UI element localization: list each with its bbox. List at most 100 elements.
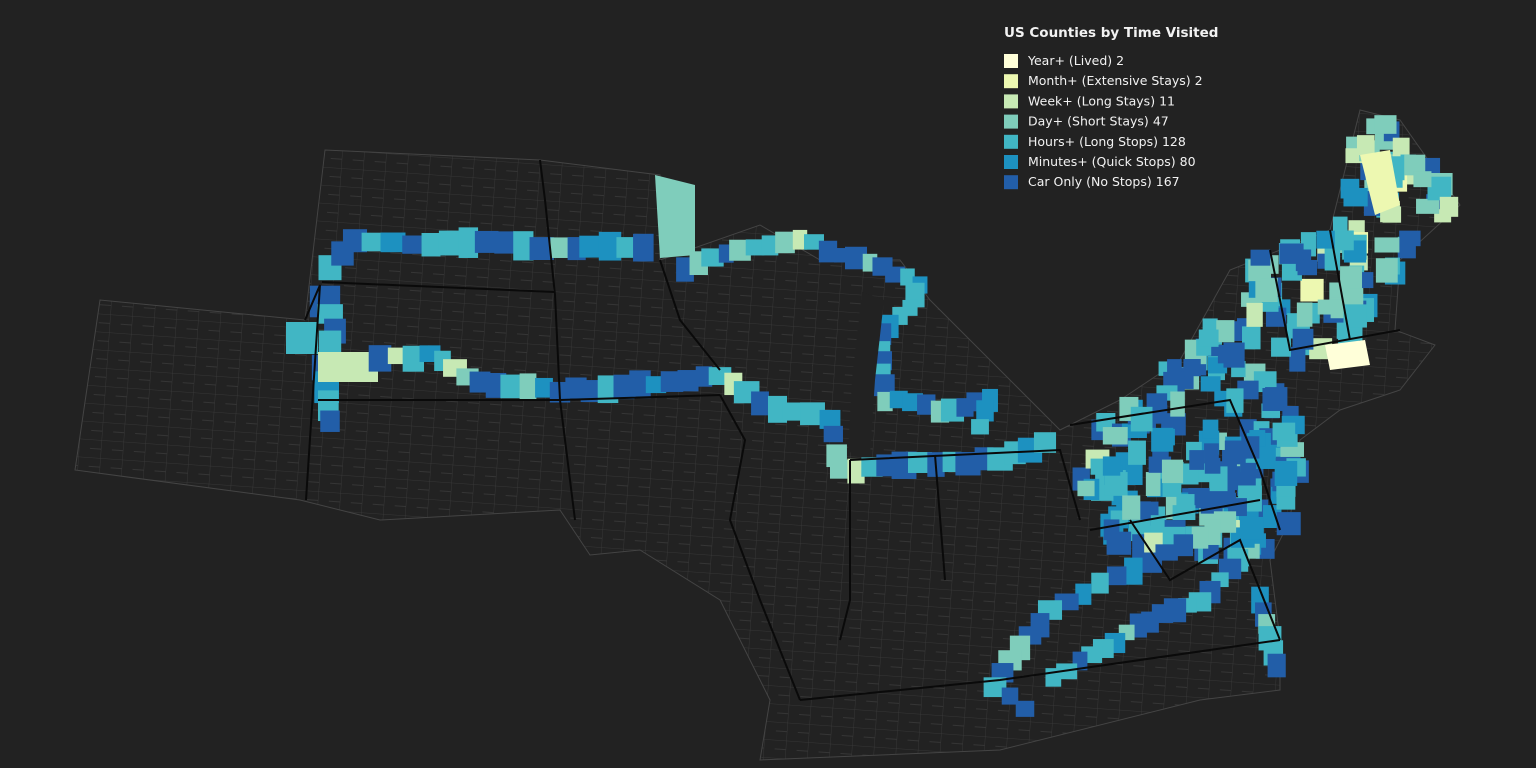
- county: [613, 374, 635, 400]
- legend-count: 47: [1153, 113, 1169, 128]
- county: [597, 375, 619, 404]
- county: [500, 374, 524, 399]
- county: [1325, 340, 1370, 370]
- county: [1343, 187, 1368, 207]
- county: [387, 347, 406, 365]
- county: [1216, 320, 1235, 343]
- county: [519, 373, 537, 400]
- legend-swatch: [1004, 175, 1018, 190]
- county: [580, 380, 604, 403]
- county: [494, 231, 516, 254]
- county: [1267, 653, 1286, 678]
- county: [1392, 137, 1410, 159]
- legend-swatch: [1004, 74, 1018, 89]
- county: [1240, 463, 1256, 489]
- legend-swatch: [1004, 94, 1018, 109]
- county: [829, 460, 851, 479]
- county: [1340, 266, 1363, 289]
- legend-swatch: [1004, 134, 1018, 149]
- county: [873, 374, 895, 397]
- county: [818, 240, 838, 263]
- county: [1239, 516, 1264, 540]
- county: [1356, 135, 1375, 156]
- county: [1224, 440, 1246, 465]
- county: [800, 402, 825, 426]
- county: [701, 248, 724, 267]
- county: [1145, 472, 1161, 497]
- county: [1102, 456, 1121, 476]
- county: [550, 237, 570, 258]
- county: [751, 391, 769, 416]
- legend-label: Car Only (No Stops) 167: [1028, 174, 1180, 189]
- legend-label: Minutes+ (Quick Stops) 80: [1028, 154, 1196, 169]
- county: [745, 239, 765, 256]
- county: [1204, 519, 1221, 545]
- county: [1151, 427, 1174, 452]
- county: [1161, 459, 1184, 484]
- county: [1125, 459, 1143, 486]
- county: [1279, 243, 1304, 264]
- county: [318, 352, 378, 382]
- county: [1162, 480, 1182, 497]
- legend-label: Month+ (Extensive Stays) 2: [1028, 73, 1203, 88]
- county: [1001, 687, 1019, 705]
- county: [361, 232, 387, 252]
- county: [535, 377, 553, 398]
- county: [1226, 388, 1244, 413]
- county: [1374, 115, 1397, 134]
- county: [1246, 302, 1263, 327]
- county: [1439, 196, 1459, 217]
- county: [1265, 307, 1287, 327]
- county: [1300, 278, 1324, 302]
- county: [1272, 422, 1296, 441]
- county: [1104, 472, 1128, 496]
- county: [1204, 457, 1221, 474]
- county: [1296, 302, 1313, 327]
- county: [1242, 326, 1261, 350]
- lake-michigan: [848, 292, 884, 455]
- county: [1360, 150, 1400, 215]
- county: [885, 266, 905, 283]
- county: [1091, 572, 1109, 594]
- county: [1416, 198, 1440, 214]
- county: [1124, 557, 1143, 585]
- county: [1374, 237, 1400, 253]
- county: [1292, 328, 1314, 350]
- county: [976, 400, 994, 422]
- county: [1106, 566, 1127, 586]
- county: [1427, 176, 1452, 201]
- legend-label-text: Year+ (Lived): [1027, 53, 1112, 68]
- county: [469, 371, 491, 393]
- county: [1404, 154, 1426, 176]
- county: [402, 345, 425, 372]
- county: [1075, 583, 1092, 605]
- county: [775, 231, 795, 254]
- county: [695, 366, 713, 387]
- county: [1096, 412, 1116, 432]
- county: [1253, 371, 1277, 393]
- county: [655, 175, 695, 258]
- county: [633, 233, 654, 262]
- county: [1289, 346, 1306, 372]
- county: [1173, 534, 1194, 557]
- county: [1033, 432, 1057, 453]
- county: [1274, 460, 1298, 486]
- county: [1130, 406, 1153, 432]
- county: [438, 230, 462, 256]
- county: [513, 231, 534, 261]
- legend-swatch: [1004, 114, 1018, 129]
- county: [1191, 526, 1209, 549]
- county: [1128, 440, 1146, 465]
- county: [629, 370, 651, 399]
- legend-title: US Counties by Time Visited: [1004, 25, 1218, 41]
- county: [598, 231, 622, 261]
- county: [1271, 337, 1291, 357]
- legend-swatch: [1004, 155, 1018, 169]
- county: [421, 233, 441, 257]
- legend-label-text: Month+ (Extensive Stays): [1028, 73, 1191, 88]
- county: [1413, 171, 1432, 188]
- county: [529, 237, 554, 261]
- legend-label-text: Minutes+ (Quick Stops): [1028, 154, 1176, 169]
